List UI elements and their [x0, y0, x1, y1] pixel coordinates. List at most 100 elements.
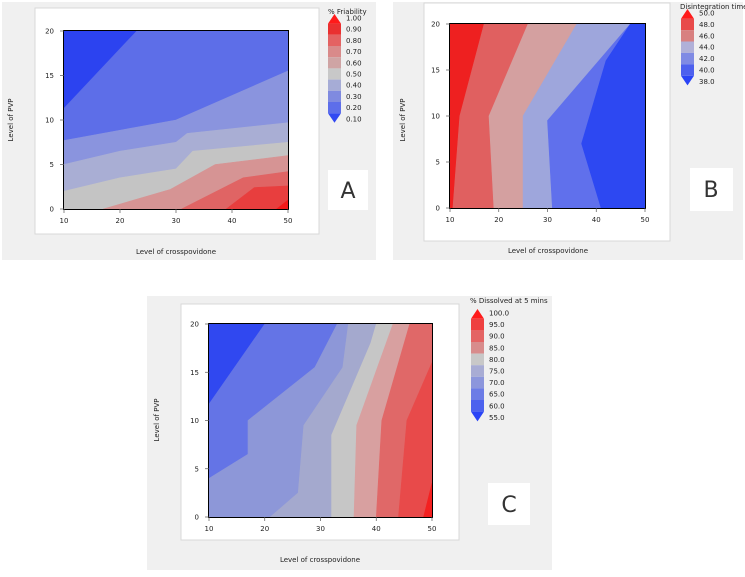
panel-b-legend-label: 40.0 — [699, 67, 715, 75]
panel-a-legend-label: 0.70 — [346, 48, 362, 56]
panel-c-legend-swatch — [471, 309, 484, 319]
panel-a-x-tick-label: 50 — [284, 217, 293, 225]
panel-c-legend-swatch — [471, 388, 484, 400]
panel-c-letter: C — [501, 493, 516, 518]
panel-b-legend-label: 48.0 — [699, 21, 715, 29]
panel-c-x-ticks: 10 20 30 40 50 — [205, 517, 437, 533]
panel-b-y-tick-label: 5 — [436, 159, 440, 167]
panel-c-legend-swatch — [471, 376, 484, 389]
panel-c-legend-label: 60.0 — [489, 402, 505, 410]
panel-a-legend: 1.00 0.90 0.80 0.70 0.60 0.50 0.40 0.30 0.20 0.10 — [328, 14, 362, 123]
panel-a-y-ticks: 0 5 10 15 20 — [45, 28, 64, 214]
panel-a-legend-label: 0.60 — [346, 59, 362, 67]
panel-a-legend-label: 0.40 — [346, 82, 362, 90]
panel-c-legend-label: 100.0 — [489, 310, 509, 318]
panel-b-x-tick-label: 40 — [592, 216, 601, 224]
panel-b-legend-label: 44.0 — [699, 44, 715, 52]
panel-b-letter-box — [690, 168, 733, 211]
panel-b-y-ticks: 0 5 10 15 20 — [431, 21, 450, 213]
panel-a-y-tick-label: 15 — [45, 72, 54, 80]
panel-c-legend-label: 80.0 — [489, 356, 505, 364]
panel-a-legend-label: 0.50 — [346, 71, 362, 79]
panel-a-legend-swatch — [328, 68, 341, 80]
panel-c-legend-swatch — [471, 365, 484, 377]
panel-a-legend-label: 0.20 — [346, 104, 362, 112]
panel-b-legend-label: 46.0 — [699, 32, 715, 40]
panel-b-contour — [449, 23, 646, 209]
panel-b-x-tick-label: 30 — [543, 216, 552, 224]
panel-c-legend-swatch — [471, 330, 484, 342]
panel-c-legend: 100.0 95.0 90.0 85.0 80.0 75.0 70.0 65.0 60.0 55.… — [471, 309, 509, 422]
panel-c-y-axis-label: Level of PVP — [153, 399, 161, 442]
panel-c-legend-label: 85.0 — [489, 344, 505, 352]
panel-c-legend-label: 55.0 — [489, 414, 505, 422]
panel-c-y-tick-label: 20 — [190, 321, 199, 329]
panel-a-legend-swatch — [328, 90, 341, 102]
panel-a-x-axis-label: Level of crosspovidone — [136, 248, 216, 256]
panel-b-legend-title: Disintegration time — [680, 3, 745, 11]
panel-a-x-tick-label: 30 — [172, 217, 181, 225]
panel-b-y-tick-label: 15 — [431, 67, 440, 75]
panel-b-legend-swatch — [681, 64, 694, 76]
panel-b-y-tick-label: 10 — [431, 113, 440, 121]
panel-c-legend-title: % Dissolved at 5 mins — [470, 297, 548, 305]
panel-c-y-tick-label: 5 — [195, 465, 199, 473]
panel-b-legend-label: 38.0 — [699, 78, 715, 86]
panel-b-x-tick-label: 20 — [494, 216, 503, 224]
panel-a-x-ticks: 10 20 30 40 50 — [60, 209, 293, 225]
panel-b-x-axis-label: Level of crosspovidone — [508, 247, 588, 255]
panel-c-x-tick-label: 50 — [428, 525, 437, 533]
panel-b-letter: B — [703, 178, 718, 203]
panel-a-legend-swatch — [328, 14, 341, 24]
panel-c-legend-swatch — [471, 342, 484, 354]
panel-b-y-tick-label: 20 — [431, 21, 440, 29]
panel-a-y-tick-label: 0 — [50, 206, 54, 214]
panel-c-y-tick-label: 15 — [190, 369, 199, 377]
panel-b-legend-swatch — [681, 30, 694, 42]
panel-c-y-tick-label: 10 — [190, 417, 199, 425]
panel-b-legend-swatch — [681, 41, 694, 53]
panel-a-legend-label: 0.90 — [346, 26, 362, 34]
panel-c-x-tick-label: 40 — [372, 525, 381, 533]
panel-c-legend-label: 90.0 — [489, 333, 505, 341]
panel-a-legend-swatch — [328, 79, 341, 91]
panel-b-x-ticks: 10 20 30 40 50 — [446, 208, 650, 224]
panel-c-x-axis-label: Level of crosspovidone — [280, 556, 360, 564]
panel-b-y-axis-label: Level of PVP — [399, 99, 407, 142]
panel-c-legend-swatch — [471, 353, 484, 366]
panel-c-legend-label: 75.0 — [489, 368, 505, 376]
panel-a-legend-label: 0.80 — [346, 37, 362, 45]
panel-c-contour — [208, 323, 433, 518]
panel-b-legend-swatch — [681, 9, 694, 19]
panel-a: 10 20 30 40 50 0 5 10 15 20 Level of crosspovido… — [2, 2, 376, 260]
panel-b-x-tick-label: 50 — [641, 216, 650, 224]
panel-c-x-tick-label: 10 — [205, 525, 214, 533]
panel-b-x-tick-label: 10 — [446, 216, 455, 224]
panel-c-legend-label: 70.0 — [489, 379, 505, 387]
panel-b-legend-swatch — [681, 52, 694, 65]
panel-c: 10 20 30 40 50 0 5 10 15 20 Level of crosspovido… — [147, 296, 552, 570]
panel-a-legend-swatch — [328, 46, 341, 58]
panel-b-legend-label: 42.0 — [699, 55, 715, 63]
panel-c-y-ticks: 0 5 10 15 20 — [190, 321, 209, 522]
panel-a-legend-title: % Friability — [328, 8, 367, 16]
panel-a-legend-label: 1.00 — [346, 15, 362, 23]
panel-b-legend-swatch — [681, 18, 694, 31]
panel-c-y-tick-label: 0 — [195, 514, 199, 522]
panel-a-y-tick-label: 10 — [45, 117, 54, 125]
panel-c-legend-label: 95.0 — [489, 321, 505, 329]
panel-a-y-tick-label: 5 — [50, 161, 54, 169]
panel-c-x-tick-label: 30 — [316, 525, 325, 533]
panel-a-x-tick-label: 40 — [228, 217, 237, 225]
panel-c-x-tick-label: 20 — [260, 525, 269, 533]
panel-b-legend-label: 50.0 — [699, 10, 715, 18]
panel-a-contour — [63, 30, 289, 210]
panel-a-legend-swatch — [328, 57, 341, 69]
panel-a-letter-box — [328, 170, 368, 210]
panel-a-legend-swatch — [328, 34, 341, 46]
panel-c-letter-box — [488, 483, 530, 525]
panel-a-legend-swatch — [328, 113, 341, 123]
panel-a-x-tick-label: 20 — [116, 217, 125, 225]
panel-a-y-tick-label: 20 — [45, 28, 54, 36]
panel-b-legend-swatch — [681, 75, 694, 86]
